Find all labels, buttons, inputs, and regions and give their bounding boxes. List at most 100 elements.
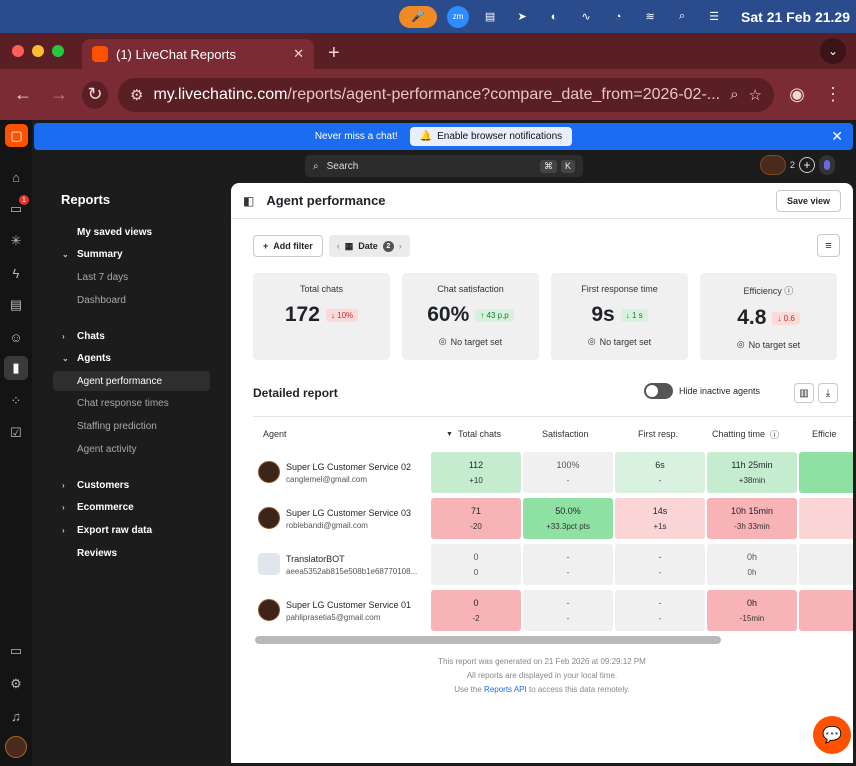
traffic-icon[interactable]: ✳ [10, 233, 22, 248]
close-banner-icon[interactable]: ✕ [831, 128, 843, 144]
enable-notifications-label: Enable browser notifications [437, 131, 563, 142]
kpi-chat-satisfaction[interactable]: Chat satisfaction 60% ↑ 43 p.p ◎ No target… [402, 273, 539, 360]
cell-value: 6s [655, 460, 665, 470]
chat-widget-icon[interactable]: 💬 [813, 716, 851, 754]
sidebar-item-chats[interactable]: › Chats [53, 326, 210, 346]
close-window-button[interactable] [12, 45, 24, 57]
column-header-agent[interactable]: Agent [263, 429, 287, 439]
cell-delta: - [658, 568, 662, 577]
column-header-first-response[interactable]: First resp. [638, 429, 679, 439]
sidebar-item-chat-response-times[interactable]: Chat response times [77, 397, 169, 409]
column-header-satisfaction[interactable]: Satisfaction [542, 429, 589, 439]
icon-rail: ▢ ⌂ ▭ 1 ✳ ϟ ▤ ☺ ▮ ⁘ ☑ ▭ ⚙ ♫ [0, 120, 32, 766]
cell-delta: +38min [738, 476, 766, 485]
bookmark-star-icon[interactable]: ☆ [748, 86, 762, 104]
sidebar-item-dashboard[interactable]: Dashboard [77, 294, 126, 306]
download-icon[interactable]: ⤓ [818, 383, 838, 403]
sidebar-item-reviews[interactable]: Reviews [77, 547, 118, 559]
forward-icon[interactable]: → [50, 84, 68, 104]
hide-inactive-toggle[interactable]: Hide inactive agents [644, 383, 760, 399]
sidebar-item-ecommerce[interactable]: › Ecommerce [53, 497, 210, 517]
livechat-logo-icon[interactable]: ▢ [5, 124, 28, 147]
wifi-icon[interactable]: ≋ [645, 11, 655, 23]
sidebar-item-agents[interactable]: ⌄ Agents [53, 348, 210, 368]
new-tab-icon[interactable]: + [328, 41, 340, 64]
chats-icon[interactable]: ▭ [9, 201, 23, 216]
zoom-icon[interactable]: zm [447, 5, 470, 28]
minimize-window-button[interactable] [32, 45, 44, 57]
archives-icon[interactable]: ▤ [9, 297, 23, 312]
automation-icon[interactable]: ϟ [12, 265, 20, 281]
kpi-target[interactable]: ◎ No target set [737, 339, 800, 350]
app-icon[interactable]: ▤ [484, 11, 496, 23]
agent-avatar [258, 599, 280, 621]
sidebar-item-label: Summary [77, 248, 123, 260]
sidebar-item-customers[interactable]: › Customers [53, 475, 210, 495]
billing-icon[interactable]: ▭ [9, 643, 23, 658]
columns-icon[interactable]: ▥ [794, 383, 814, 403]
kpi-efficiency[interactable]: Efficiency ⓘ 4.8 ↓ 0.6 ◎ No target set [700, 273, 837, 360]
save-view-button[interactable]: Save view [775, 189, 841, 212]
reload-icon[interactable]: ↻ [82, 80, 108, 109]
sidebar-item-staffing-prediction[interactable]: Staffing prediction [77, 420, 157, 432]
chevron-right-icon[interactable]: › [398, 241, 402, 251]
kpi-target[interactable]: ◎ No target set [588, 336, 651, 347]
kpi-total-chats[interactable]: Total chats 172 ↓ 10% [253, 273, 390, 360]
home-icon[interactable]: ⌂ [12, 169, 20, 185]
column-header-chatting-time[interactable]: Chatting time ⓘ [712, 417, 779, 451]
sidebar-toggle-icon[interactable]: ◧ [243, 193, 255, 208]
info-icon[interactable]: ⓘ [770, 429, 780, 440]
agents-avatars[interactable] [760, 155, 786, 175]
apps-icon[interactable]: ⁘ [10, 393, 22, 408]
kpi-target[interactable]: ◎ No target set [439, 336, 502, 347]
chevron-left-icon[interactable]: ‹ [336, 241, 340, 251]
user-avatar[interactable] [5, 736, 27, 758]
sidebar-item-summary[interactable]: ⌄ Summary [53, 244, 210, 264]
browser-tab[interactable]: (1) LiveChat Reports ✕ [82, 39, 314, 69]
kpi-first-response-time[interactable]: First response time 9s ↓ 1 s ◎ No target s… [551, 273, 688, 360]
settings-icon[interactable]: ⚙ [10, 676, 22, 691]
reports-api-link[interactable]: Reports API [484, 685, 527, 694]
reports-icon[interactable]: ▮ [4, 356, 28, 380]
url-field[interactable]: ⚙ my.livechatinc.com/reports/agent-perfo… [118, 77, 774, 112]
sidebar-item-saved-views[interactable]: My saved views [77, 226, 153, 238]
invite-plus-icon[interactable]: + [799, 157, 816, 173]
browser-menu-icon[interactable]: ⋮ [823, 84, 842, 104]
maximize-window-button[interactable] [52, 45, 64, 57]
site-info-icon[interactable]: ⚙ [130, 86, 144, 104]
horizontal-scrollbar[interactable] [255, 636, 721, 644]
column-header-efficiency[interactable]: Efficie [812, 429, 837, 439]
notifications-bell-icon[interactable]: ♫ [11, 708, 21, 724]
microphone-icon[interactable]: 🎤 [399, 5, 438, 28]
close-tab-icon[interactable]: ✕ [293, 46, 304, 61]
control-center-icon[interactable]: ☰ [709, 11, 719, 23]
profile-icon[interactable]: ◉ [789, 84, 805, 104]
zoom-lens-icon[interactable]: ⌕ [730, 86, 739, 103]
status-toggle-icon[interactable] [819, 155, 836, 175]
sidebar-item-agent-activity[interactable]: Agent activity [77, 443, 137, 455]
info-icon[interactable]: ⓘ [784, 286, 794, 296]
telegram-icon[interactable]: ➤ [517, 11, 527, 23]
filter-settings-icon[interactable]: ≡ [817, 234, 840, 257]
date-filter-chip[interactable]: ‹ ▦ Date 2 › [328, 235, 410, 257]
clock-icon[interactable]: ◔ [614, 10, 622, 23]
back-icon[interactable]: ← [14, 84, 32, 104]
script-icon[interactable]: ∿ [581, 11, 591, 23]
tickets-icon[interactable]: ☑ [10, 425, 22, 440]
tab-search-icon[interactable]: ⌄ [820, 38, 846, 64]
global-search[interactable]: ⌕ Search ⌘ K [305, 155, 583, 177]
menubar-clock[interactable]: Sat 21 Feb 21.29 [741, 8, 850, 25]
enable-notifications-button[interactable]: 🔔 Enable browser notifications [409, 127, 573, 146]
add-filter-button[interactable]: + Add filter [253, 235, 323, 257]
sidebar-item-export-raw-data[interactable]: › Export raw data [53, 520, 210, 540]
kpi-label: First response time [581, 284, 658, 294]
toggle-switch[interactable] [644, 383, 673, 399]
navigation-icon[interactable]: ◐ [550, 10, 558, 23]
column-header-total-chats[interactable]: ▼ Total chats [446, 417, 501, 451]
sidebar-item-agent-performance[interactable]: Agent performance [53, 371, 210, 391]
spotlight-search-icon[interactable]: ⌕ [678, 10, 686, 22]
robot-avatar-icon [258, 553, 280, 575]
sidebar-item-last-7-days[interactable]: Last 7 days [77, 271, 129, 283]
cell-total-chats: 71 -20 [431, 498, 521, 539]
team-icon[interactable]: ☺ [9, 329, 23, 345]
